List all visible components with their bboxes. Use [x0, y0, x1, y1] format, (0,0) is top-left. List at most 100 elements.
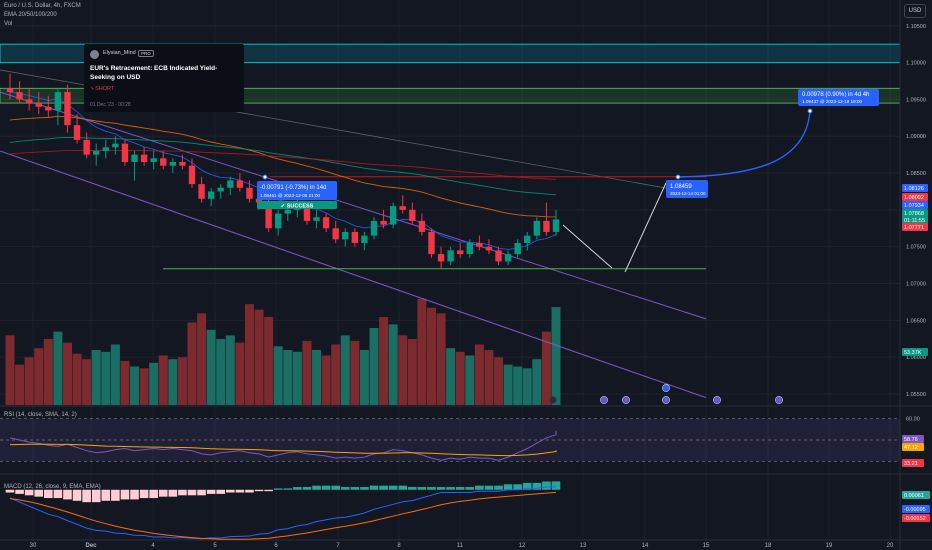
rsi-line [9, 430, 557, 461]
macd-hist-bar [321, 485, 331, 490]
candle-body [342, 231, 349, 240]
time-tick: 13 [580, 543, 587, 549]
target2-line1: 0.00978 (0.90%) in 4d 4h [802, 92, 869, 98]
candle-body [389, 206, 397, 225]
volume-bar [513, 366, 523, 405]
currency-button[interactable]: USD [904, 4, 926, 18]
idea-card[interactable]: Elysian_Mind PRO EUR's Retracement: ECB … [84, 44, 244, 112]
candle-body [45, 106, 52, 111]
macd-label-tag [902, 514, 930, 522]
macd-hist-bar [34, 489, 44, 497]
volume-bar [120, 361, 130, 405]
price-label-text: 1.08092 [904, 195, 924, 201]
candle-body [351, 231, 359, 243]
macd-hist-bar [379, 485, 388, 490]
price-tick: 1.05500 [906, 392, 926, 398]
candle-body [466, 243, 473, 255]
volume-bar [206, 329, 216, 405]
candle-body [198, 184, 205, 199]
candle-body [332, 228, 339, 240]
target2-callout [798, 89, 879, 106]
volume-bar [340, 335, 350, 405]
candle-body [457, 250, 464, 255]
idea-title[interactable]: EUR's Retracement: ECB Indicated Yield-S… [90, 65, 218, 81]
time-tick: 4 [151, 543, 155, 549]
candle-body [83, 139, 90, 155]
volume-bar [177, 357, 187, 405]
event-flag-dot [624, 398, 628, 402]
candle-body [160, 158, 167, 166]
target1-callout [666, 180, 708, 198]
candle-body [284, 209, 291, 214]
time-tick: 7 [336, 543, 340, 549]
projection-up [624, 182, 667, 273]
macd-label-tag [902, 505, 930, 513]
macd-hist-bar [168, 489, 178, 497]
time-tick: 19 [826, 543, 833, 549]
ema-indicator-label[interactable]: EMA 20/50/100/200 [4, 12, 57, 18]
time-tick: 18 [765, 543, 772, 549]
candle-body [179, 162, 186, 166]
volume-bar [407, 339, 417, 405]
macd-hist-bar [72, 489, 82, 501]
volume-bar [216, 339, 226, 405]
macd-hist-bar [427, 487, 436, 490]
candle-body [236, 180, 244, 188]
volume-bar [455, 351, 465, 405]
volume-bar [522, 368, 532, 405]
macd-hist-bar [350, 487, 360, 490]
rsi-tick: 60.00 [906, 417, 920, 423]
macd-hist-bar [522, 482, 532, 490]
candle-body [418, 220, 426, 232]
target-point [675, 174, 681, 180]
macd-hist-bar [360, 487, 369, 490]
volume-bar [264, 317, 274, 405]
macd-hist-bar [302, 487, 312, 490]
target-curve [677, 110, 811, 178]
volume-bar [302, 340, 312, 405]
volume-bar [24, 357, 34, 405]
candle-body [437, 254, 445, 262]
candle-body [370, 220, 378, 236]
price-tick: 1.09500 [906, 97, 926, 103]
volume-bar [110, 344, 120, 405]
rsi-label-tag [902, 459, 924, 467]
result-callout-line1: -0.00791 (-0.73%) in 14d [260, 185, 326, 191]
macd-hist-bar [273, 488, 283, 490]
price-tick: 1.09000 [906, 134, 926, 140]
volume-bar [101, 351, 111, 405]
candle-body [313, 217, 320, 221]
author-name[interactable]: Elysian_Mind [103, 50, 136, 56]
volume-bar [474, 344, 484, 405]
macd-hist-bar [503, 484, 513, 490]
candle-body [207, 191, 215, 199]
event-flag-dot [664, 398, 668, 402]
macd-hist-bar [436, 487, 446, 490]
author-avatar [90, 50, 99, 59]
candle-body [447, 250, 454, 262]
volume-indicator-label[interactable]: Vol [4, 21, 13, 27]
entry-point [262, 174, 268, 180]
time-tick: 8 [397, 543, 401, 549]
rsi-label-text: 58.76 [904, 437, 918, 443]
volume-bar [149, 362, 159, 405]
candle-body [131, 154, 138, 162]
macd-hist-bar [120, 489, 130, 500]
success-text: ✓ SUCCESS [281, 204, 314, 210]
ema-line [9, 149, 557, 180]
volume-bar [168, 359, 178, 405]
macd-hist-bar [551, 481, 561, 490]
event-flag-dot [715, 398, 719, 402]
candle-body [399, 206, 406, 210]
volume-bar [398, 335, 408, 405]
macd-hist-bar [197, 489, 206, 496]
candle-body [322, 217, 330, 229]
candle-body [476, 243, 483, 247]
candle-body [303, 206, 311, 221]
symbol-title[interactable]: Euro / U.S. Dollar, 4h, FXCM [4, 3, 81, 9]
price-label-text: 1.07934 [904, 203, 924, 209]
volume-bar [503, 364, 513, 405]
time-tick: 11 [457, 543, 464, 549]
